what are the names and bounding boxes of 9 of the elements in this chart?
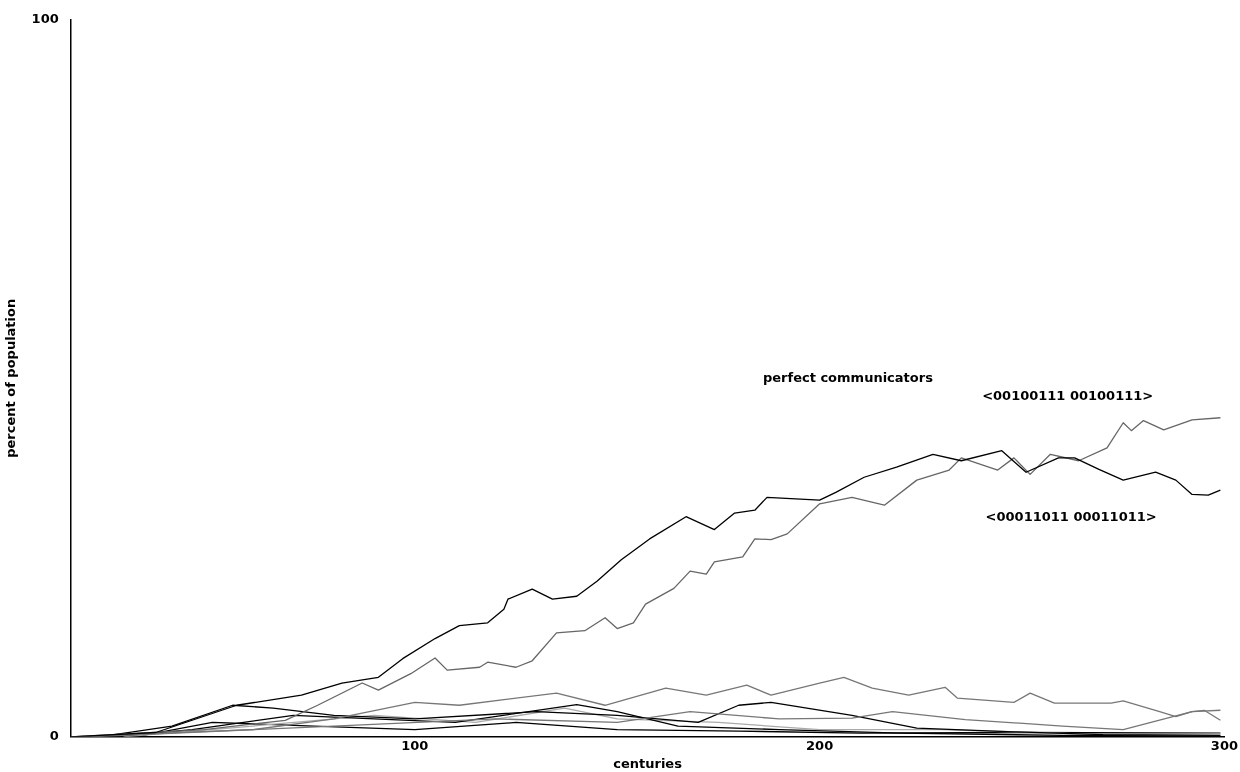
y-tick-label: 0 xyxy=(49,728,59,744)
annotation: perfect communicators xyxy=(762,369,934,385)
x-tick-label: 100 xyxy=(401,737,429,753)
x-axis-title: centuries xyxy=(613,755,683,771)
annotation: <00011011 00011011> xyxy=(985,509,1157,525)
x-tick-label: 300 xyxy=(1210,737,1238,753)
annotation: <00100111 00100111> xyxy=(982,387,1154,403)
y-axis-title: percent of population xyxy=(3,298,19,458)
x-tick-label: 200 xyxy=(806,737,834,753)
